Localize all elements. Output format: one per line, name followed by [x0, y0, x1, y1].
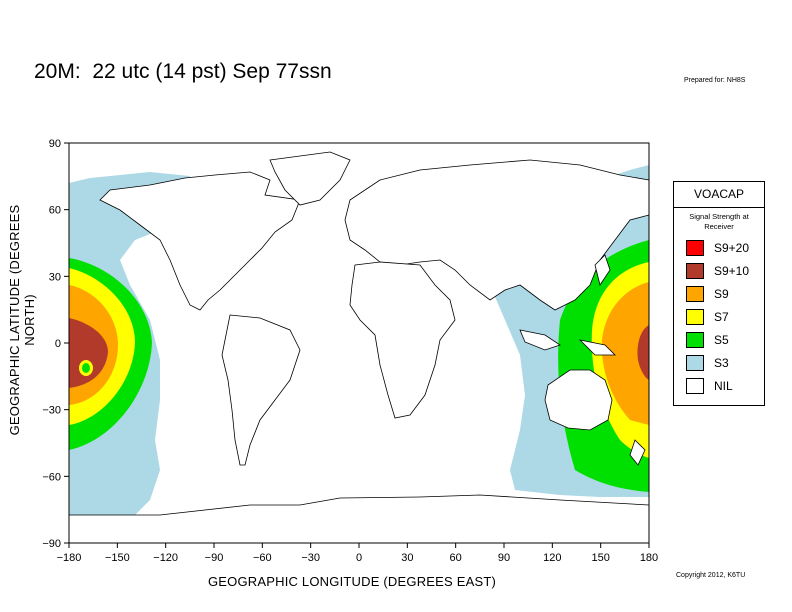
x-tick-label: 0 — [356, 552, 362, 564]
legend-swatch — [686, 309, 704, 325]
legend-label: S9+10 — [714, 264, 750, 278]
legend-title: VOACAP — [674, 182, 764, 208]
antarctica — [69, 494, 649, 543]
y-tick-label: −90 — [42, 538, 61, 550]
australia — [544, 369, 613, 431]
africa — [349, 261, 456, 419]
y-tick-label: 30 — [49, 271, 61, 283]
legend-label: S3 — [714, 356, 729, 370]
north-america — [99, 171, 301, 311]
copyright-label: Copyright 2012, K6TU — [676, 572, 746, 579]
legend-swatch — [686, 263, 704, 279]
x-tick-label: 150 — [591, 552, 609, 564]
x-tick-label: −150 — [105, 552, 130, 564]
x-tick-label: 60 — [450, 552, 462, 564]
x-tick-label: 90 — [498, 552, 510, 564]
x-tick-label: −60 — [253, 552, 272, 564]
coverage-layers — [69, 151, 649, 543]
legend-label: S9 — [714, 287, 729, 301]
transmitter-core — [82, 363, 90, 373]
x-tick-label: 180 — [640, 552, 658, 564]
axis-ticks: −180 −150 −120 −90 −60 −30 0 30 60 90 120 150 180 90 6… — [42, 138, 658, 564]
legend-label: S7 — [714, 310, 729, 324]
x-axis-label: GEOGRAPHIC LONGITUDE (DEGREES EAST) — [208, 574, 496, 589]
legend-label: S5 — [714, 333, 729, 347]
x-tick-label: 30 — [401, 552, 413, 564]
coverage-s9-right — [601, 282, 649, 425]
new-guinea — [578, 339, 616, 356]
prepared-for-label: Prepared for: NH8S — [684, 77, 746, 84]
y-tick-label: 90 — [49, 138, 61, 150]
x-tick-label: −180 — [57, 552, 82, 564]
x-tick-label: −120 — [153, 552, 178, 564]
japan — [594, 254, 611, 286]
continent-outlines — [69, 151, 649, 543]
y-tick-label: −30 — [42, 405, 61, 417]
x-tick-label: −30 — [301, 552, 320, 564]
new-zealand — [629, 439, 646, 466]
legend-swatch — [686, 355, 704, 371]
y-tick-label: 0 — [55, 338, 61, 350]
legend-swatch — [686, 240, 704, 256]
legend-subtitle: Signal Strength at Receiver — [689, 212, 749, 231]
x-tick-label: −90 — [205, 552, 224, 564]
legend-label: S9+20 — [714, 241, 750, 255]
y-axis-label: GEOGRAPHIC LATITUDE (DEGREES NORTH) — [7, 204, 37, 436]
legend: VOACAP Signal Strength at Receiver S9+20… — [673, 181, 765, 406]
y-tick-label: −60 — [42, 471, 61, 483]
map-title: 20M: 22 utc (14 pst) Sep 77ssn — [34, 60, 332, 83]
coverage-s9p10-left — [69, 318, 108, 388]
x-tick-label: 120 — [543, 552, 561, 564]
y-tick-label: 60 — [49, 205, 61, 217]
indonesia — [519, 329, 561, 351]
south-america — [221, 314, 301, 466]
coverage-s9p10-right — [637, 325, 649, 380]
legend-swatch — [686, 286, 704, 302]
legend-swatch — [686, 332, 704, 348]
legend-label: NIL — [714, 379, 733, 393]
greenland — [269, 151, 351, 206]
legend-swatch — [686, 378, 704, 394]
